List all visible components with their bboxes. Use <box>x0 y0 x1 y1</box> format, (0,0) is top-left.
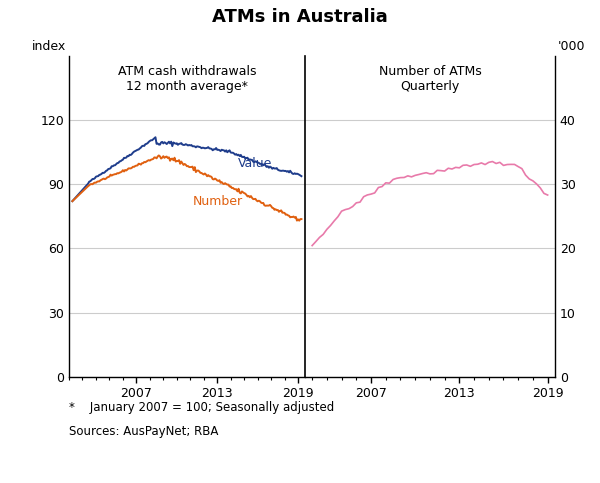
Text: ATM cash withdrawals
12 month average*: ATM cash withdrawals 12 month average* <box>118 65 256 93</box>
Text: '000: '000 <box>558 40 586 53</box>
Text: Number: Number <box>193 196 243 209</box>
Text: *    January 2007 = 100; Seasonally adjusted: * January 2007 = 100; Seasonally adjuste… <box>69 401 334 414</box>
Text: ATMs in Australia: ATMs in Australia <box>212 8 388 27</box>
Text: Sources: AusPayNet; RBA: Sources: AusPayNet; RBA <box>69 425 218 438</box>
Text: Value: Value <box>238 157 272 170</box>
Text: index: index <box>32 40 66 53</box>
Text: Number of ATMs
Quarterly: Number of ATMs Quarterly <box>379 65 481 93</box>
